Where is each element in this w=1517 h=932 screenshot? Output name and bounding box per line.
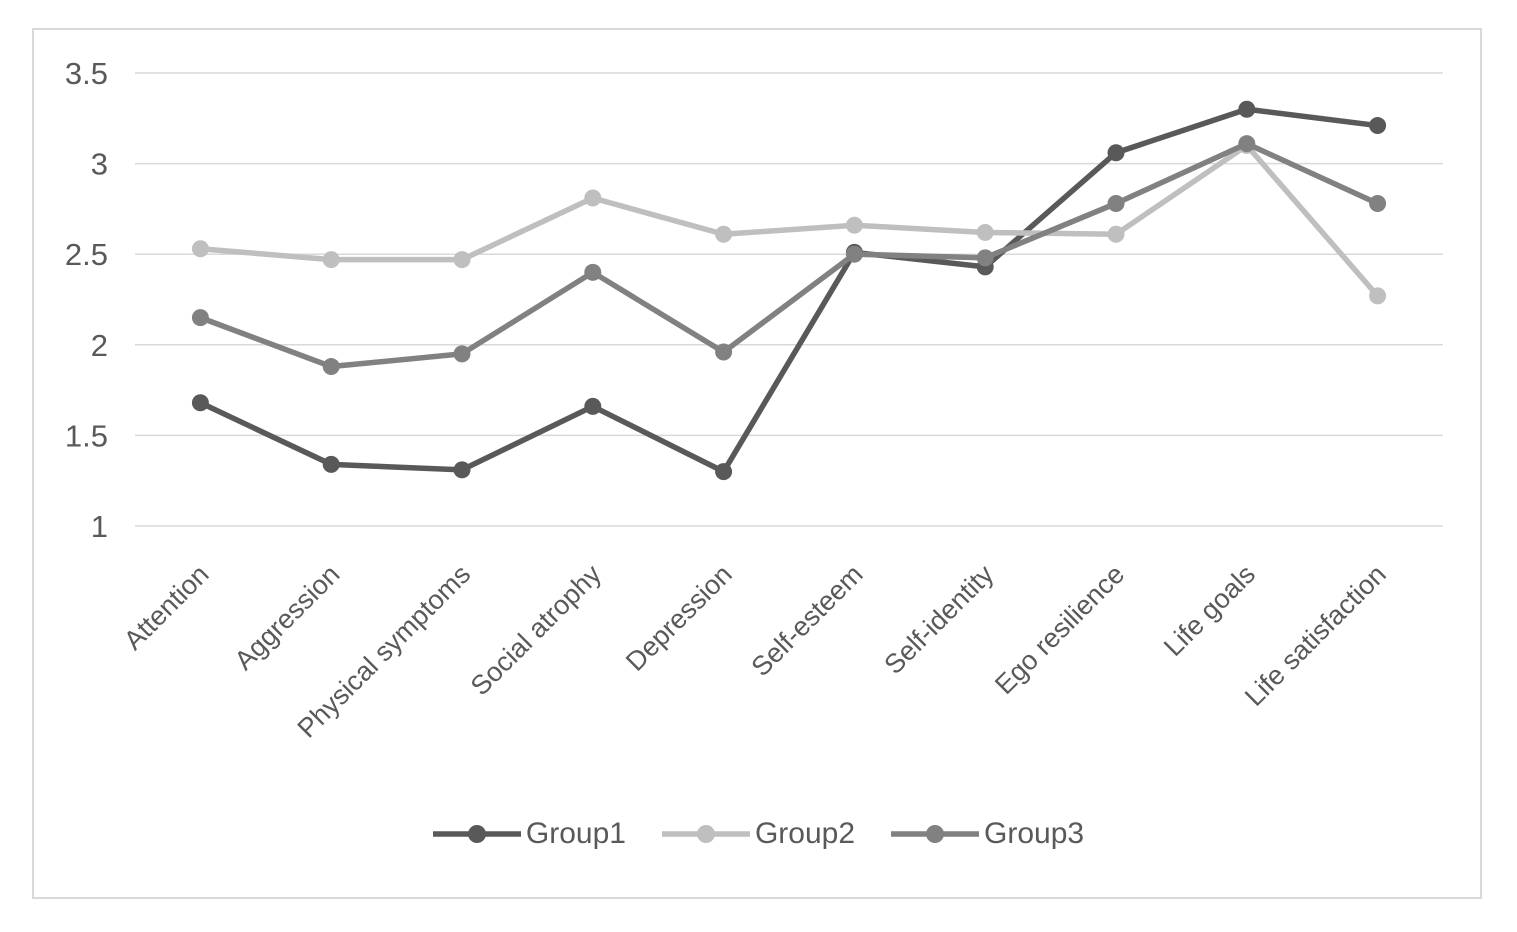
x-axis-label: Self-esteem [746,559,869,682]
data-point-group2 [191,240,209,258]
y-axis-tick-label: 1.5 [65,418,108,453]
chart-legend: Group1 Group2 Group3 [0,808,1517,860]
legend-item-group1: Group1 [432,816,626,852]
data-point-group1 [715,463,733,481]
x-axis-label: Aggression [229,559,346,676]
data-point-group1 [191,394,209,412]
data-point-group1 [1107,144,1125,162]
x-axis-label: Depression [620,559,738,677]
data-point-group2 [584,189,602,207]
data-point-group3 [322,358,340,376]
data-point-group1 [1369,117,1387,135]
data-point-group1 [322,455,340,473]
y-axis-tick-label: 2 [91,328,108,363]
data-point-group3 [453,345,471,363]
chart-border-frame [32,28,1482,899]
data-point-group2 [453,251,471,269]
y-axis-tick-label: 3 [91,147,108,182]
data-point-group1 [584,397,602,415]
data-point-group2 [1369,287,1387,305]
data-point-group3 [715,343,733,361]
series-line-group3 [199,140,1379,370]
y-axis-tick-label: 1 [91,509,108,544]
legend-label: Group2 [754,817,856,850]
y-axis-tick-label: 2.5 [65,237,108,272]
legend-marker-line-dot-icon [432,825,521,843]
x-axis-label: Life goals [1158,559,1261,662]
legend-label: Group3 [984,817,1085,850]
x-axis-label: Attention [118,559,215,656]
series-line-group1 [199,106,1378,476]
x-axis-label: Ego resilience [989,559,1130,700]
data-point-group1 [453,461,471,479]
data-point-group3 [584,263,602,281]
data-point-group3 [1238,135,1256,153]
legend-label: Group1 [525,817,626,850]
legend-item-group3: Group3 [891,816,1084,852]
legend-marker-line-dot-icon [891,825,980,843]
legend-item-group2: Group2 [661,816,856,852]
data-point-group3 [1369,194,1387,212]
x-axis-label: Life satisfaction [1239,559,1392,712]
x-axis-label: Self-identity [878,559,999,680]
data-point-group1 [1238,100,1256,118]
data-point-group2 [1107,225,1125,243]
x-axis-label: Social atrophy [465,559,608,702]
data-point-group2 [322,251,340,269]
data-point-group3 [1107,194,1125,212]
legend-marker-line-dot-icon [661,825,750,843]
data-point-group3 [191,309,209,327]
data-point-group3 [845,245,863,263]
series-line-group2 [200,141,1380,298]
y-axis-tick-label: 3.5 [65,56,108,91]
data-point-group3 [976,249,994,267]
data-point-group2 [976,223,994,241]
data-point-group2 [845,216,863,234]
data-point-group2 [715,225,733,243]
